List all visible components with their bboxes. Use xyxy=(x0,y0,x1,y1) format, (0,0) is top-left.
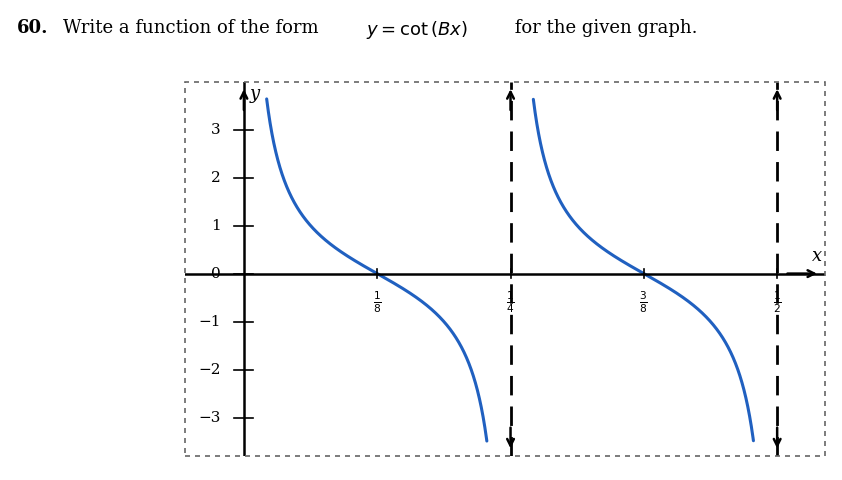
Text: −3: −3 xyxy=(198,410,221,425)
Text: 60.: 60. xyxy=(17,19,48,37)
Text: Write a function of the form: Write a function of the form xyxy=(63,19,324,37)
Text: 0: 0 xyxy=(210,266,221,281)
Text: −1: −1 xyxy=(198,314,221,329)
Text: $\frac{1}{4}$: $\frac{1}{4}$ xyxy=(506,289,515,314)
Text: $\frac{1}{8}$: $\frac{1}{8}$ xyxy=(373,289,381,314)
Text: $\frac{1}{2}$: $\frac{1}{2}$ xyxy=(773,289,781,314)
Text: $\frac{3}{8}$: $\frac{3}{8}$ xyxy=(639,289,648,314)
Text: y: y xyxy=(249,85,259,103)
Text: 2: 2 xyxy=(210,170,221,185)
Text: −2: −2 xyxy=(198,362,221,377)
Text: $y = \cot{(Bx)}$: $y = \cot{(Bx)}$ xyxy=(366,19,468,41)
Text: 3: 3 xyxy=(210,122,221,137)
Text: for the given graph.: for the given graph. xyxy=(509,19,698,37)
Text: x: x xyxy=(812,247,822,265)
Text: 1: 1 xyxy=(210,218,221,233)
